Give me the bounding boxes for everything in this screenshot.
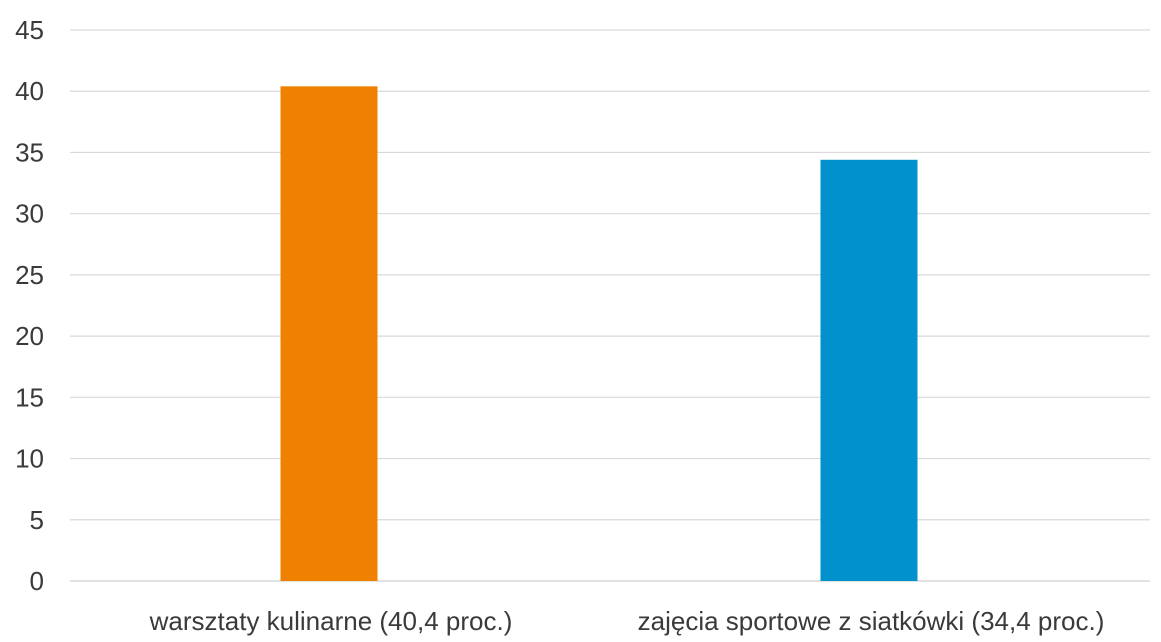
x-category-label: zajęcia sportowe z siatkówki (34,4 proc.…	[638, 606, 1105, 636]
y-axis-tick-labels: 0 5 10 15 20 25 30 35 40 45	[15, 15, 44, 596]
gridlines	[70, 29, 1150, 582]
bars	[280, 86, 918, 581]
y-tick-label: 15	[15, 382, 44, 412]
y-tick-label: 30	[15, 199, 44, 229]
bar-2	[820, 159, 918, 581]
y-tick-label: 45	[15, 15, 44, 45]
x-category-label: warsztaty kulinarne (40,4 proc.)	[149, 606, 513, 636]
y-tick-label: 35	[15, 137, 44, 167]
bar-1	[280, 86, 378, 581]
y-tick-label: 0	[30, 566, 44, 596]
y-tick-label: 25	[15, 260, 44, 290]
y-tick-label: 10	[15, 444, 44, 474]
y-tick-label: 5	[30, 505, 44, 535]
x-axis-category-labels: warsztaty kulinarne (40,4 proc.) zajęcia …	[149, 606, 1105, 636]
y-tick-label: 40	[15, 76, 44, 106]
y-tick-label: 20	[15, 321, 44, 351]
